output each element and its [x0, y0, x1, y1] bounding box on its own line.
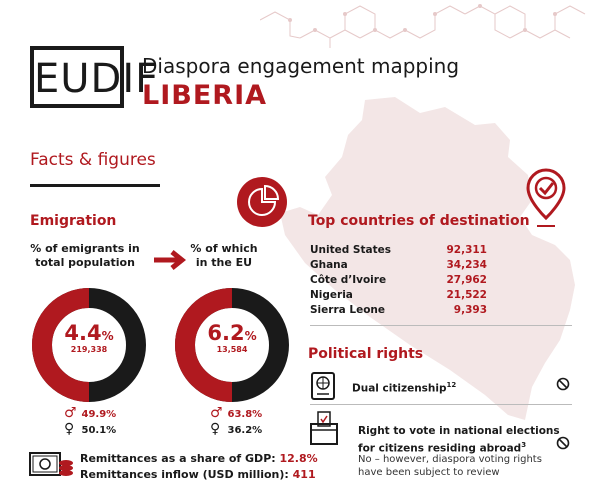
male-share-eu: ♂ 63.8% — [210, 405, 263, 421]
table-row: Nigeria 21,522 — [310, 289, 487, 301]
voting-rights-note: No – however, diaspora voting rights hav… — [358, 454, 542, 478]
hexagon-network-decoration — [260, 4, 586, 48]
page-title: Diaspora engagement mapping — [142, 54, 460, 78]
no-icon — [556, 377, 570, 391]
passport-icon — [311, 372, 335, 400]
destinations-table: United States 92,311 Ghana 34,234 Côte d… — [310, 244, 490, 324]
voting-rights-label: Right to vote in national elections for … — [358, 425, 560, 455]
eudif-logo: EUDIF — [30, 46, 158, 108]
donut-fill — [175, 288, 233, 402]
destinations-divider — [310, 325, 572, 326]
remittances-gdp: Remittances as a share of GDP: 12.8% — [80, 452, 318, 465]
table-row: United States 92,311 — [310, 244, 487, 256]
emigrants-total-value: 4.4% 219,338 — [30, 321, 148, 354]
location-check-icon — [526, 168, 566, 227]
female-share-eu: ♀ 36.2% — [210, 421, 263, 437]
emigrants-eu-count: 13,584 — [216, 345, 248, 354]
liberia-map — [280, 97, 575, 420]
emigrants-eu-value: 6.2% 13,584 — [173, 321, 291, 354]
emigrants-total-caption: % of emigrants in total population — [30, 242, 140, 269]
facts-divider — [30, 184, 160, 187]
emigration-heading: Emigration — [30, 213, 117, 229]
table-row: Ghana 34,234 — [310, 259, 487, 271]
emigrants-total-donut — [32, 288, 146, 402]
facts-heading: Facts & figures — [30, 150, 156, 170]
female-share-total: ♀ 50.1% — [64, 421, 117, 437]
male-icon: ♂ — [210, 405, 223, 421]
table-row: Sierra Leone 9,393 — [310, 304, 487, 316]
female-icon: ♀ — [210, 421, 221, 437]
emigrants-total-count: 219,338 — [70, 345, 108, 354]
political-rights-heading: Political rights — [308, 346, 424, 362]
donut-fill — [32, 288, 90, 402]
country-name: LIBERIA — [142, 80, 268, 111]
pie-chart-icon — [237, 177, 287, 227]
arrow-right-icon — [154, 250, 187, 270]
rights-divider — [310, 404, 572, 405]
female-icon: ♀ — [64, 421, 75, 437]
no-icon — [556, 436, 570, 450]
emigrants-eu-caption: % of which in the EU — [190, 242, 258, 269]
top-destinations-heading: Top countries of destination — [308, 213, 530, 229]
dual-citizenship-label: Dual citizenship12 — [352, 381, 457, 395]
remittances-inflow: Remittances inflow (USD million): 411 — [80, 468, 316, 481]
money-icon — [29, 452, 73, 476]
male-icon: ♂ — [64, 405, 77, 421]
table-row: Côte d’Ivoire 27,962 — [310, 274, 487, 286]
emigrants-eu-donut — [175, 288, 289, 402]
male-share-total: ♂ 49.9% — [64, 405, 117, 421]
ballot-box-icon — [310, 411, 338, 445]
